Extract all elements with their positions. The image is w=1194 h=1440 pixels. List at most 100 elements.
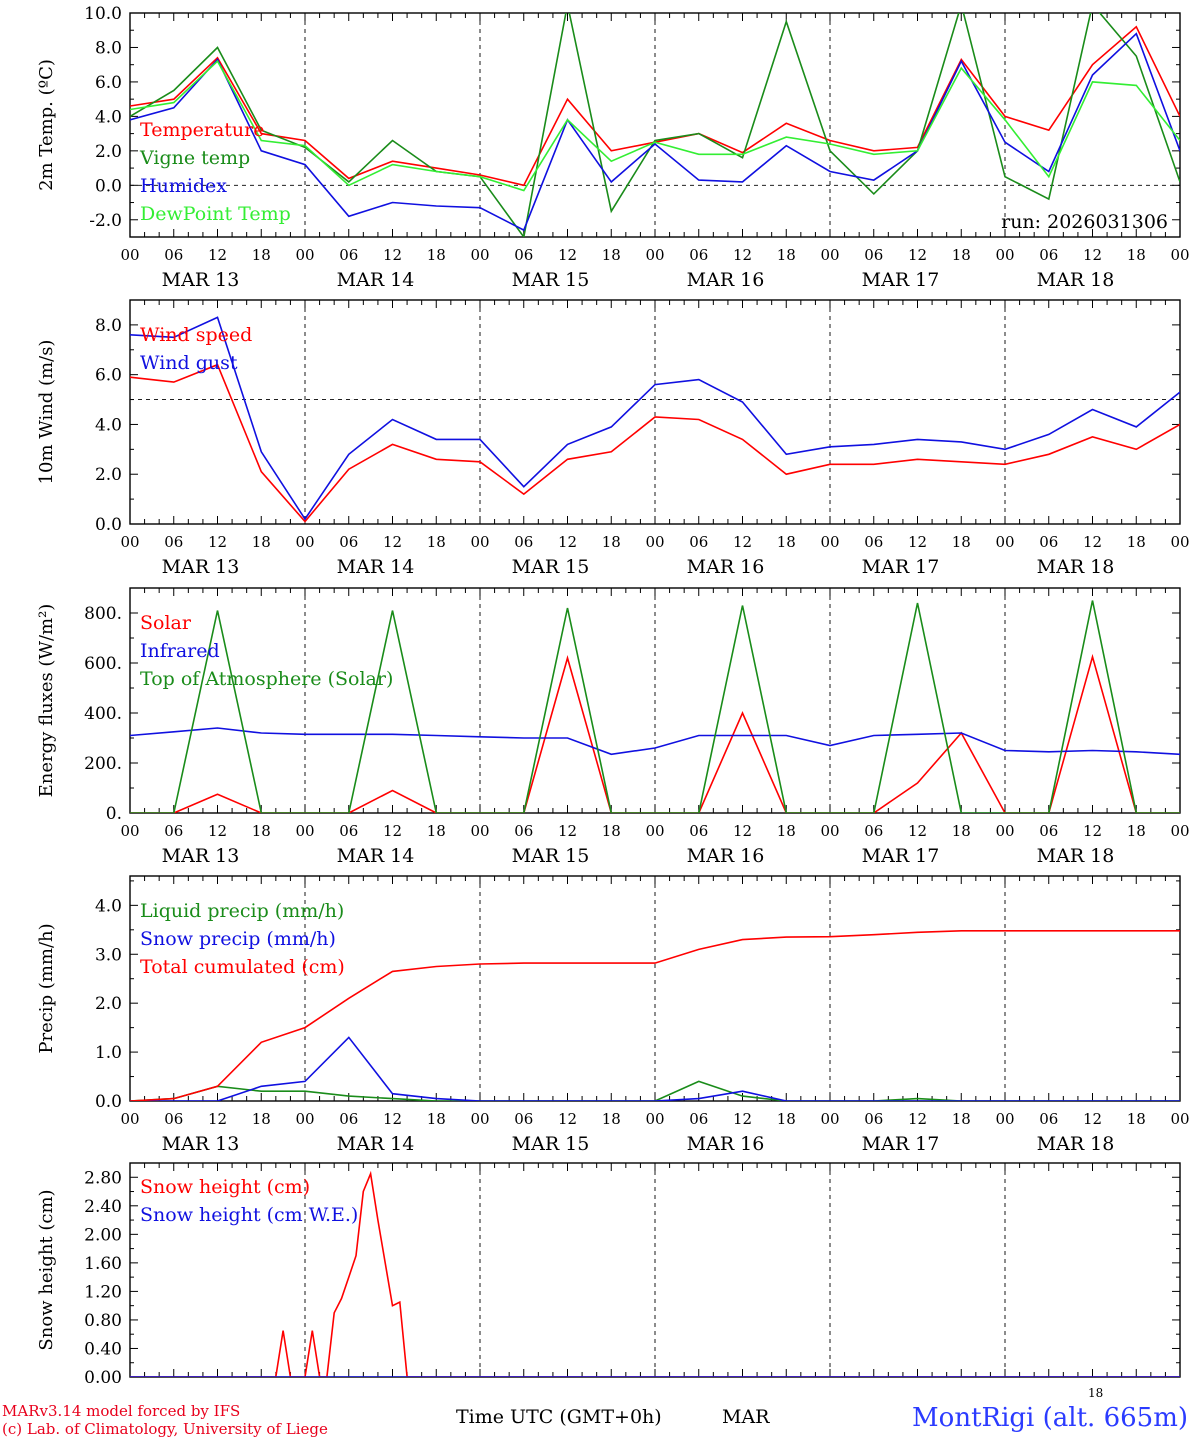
x-tick-label: 12 <box>908 1110 927 1128</box>
y-tick-label: 8.0 <box>95 38 122 58</box>
y-tick-label: 200. <box>84 754 122 774</box>
day-label: MAR 14 <box>337 1133 415 1155</box>
series-line-infrared <box>130 727 1180 756</box>
x-tick-label: 06 <box>864 533 883 551</box>
y-tick-label: 6.0 <box>95 366 122 386</box>
x-tick-label: 18 <box>777 1110 796 1128</box>
y-tick-label: 4.0 <box>95 896 122 916</box>
day-label: MAR 18 <box>1037 845 1115 867</box>
y-tick-label: 4.0 <box>95 107 122 127</box>
x-tick-label: 00 <box>470 246 489 264</box>
x-tick-label: 12 <box>733 1110 752 1128</box>
day-label: MAR 18 <box>1037 1133 1115 1155</box>
x-tick-label: 00 <box>120 246 139 264</box>
day-label: MAR 15 <box>512 269 590 291</box>
series-line-temperature <box>130 25 1180 187</box>
x-tick-label: 00 <box>645 533 664 551</box>
model-credit: MARv3.14 model forced by IFS <box>2 1402 241 1420</box>
x-tick-label: 18 <box>427 1110 446 1128</box>
x-tick-label: 12 <box>558 246 577 264</box>
day-label: MAR 17 <box>862 556 940 578</box>
legend-entry: Snow height (cm W.E.) <box>140 1204 358 1226</box>
x-tick-label: 18 <box>602 246 621 264</box>
day-label: MAR 15 <box>512 845 590 867</box>
series-line-wind-speed <box>130 363 1180 523</box>
day-label: MAR 15 <box>512 1133 590 1155</box>
x-tick-label: 18 <box>252 822 271 840</box>
series-line-dewpoint-temp <box>130 59 1180 192</box>
y-tick-label: 0.0 <box>95 1092 122 1112</box>
x-tick-label: 18 <box>1127 1110 1146 1128</box>
y-tick-label: 1.0 <box>95 1043 122 1063</box>
x-tick-label: 00 <box>1170 822 1189 840</box>
run-label: run: 2026031306 <box>1001 211 1168 233</box>
legend-entry: Humidex <box>140 175 227 197</box>
day-label: MAR 17 <box>862 269 940 291</box>
panel-5: 0.00 0.40 0.80 1.20 1.60 2.00 2.40 2.80 Snow hei… <box>36 1162 1181 1388</box>
x-tick-label: 12 <box>1083 1110 1102 1128</box>
x-tick-label: 00 <box>470 822 489 840</box>
x-tick-label: 00 <box>295 1110 314 1128</box>
x-tick-label: 00 <box>995 533 1014 551</box>
x-tick-label: 06 <box>864 822 883 840</box>
x-tick-label: 18 <box>777 822 796 840</box>
y-axis-label: 10m Wind (m/s) <box>36 340 57 485</box>
legend-entry: DewPoint Temp <box>140 203 291 225</box>
x-tick-label: 06 <box>339 822 358 840</box>
x-tick-label: 00 <box>120 822 139 840</box>
day-label: MAR 13 <box>162 1133 240 1155</box>
series-line-wind-gust <box>130 316 1180 521</box>
x-tick-label: 06 <box>164 533 183 551</box>
day-label: MAR 17 <box>862 845 940 867</box>
x-tick-label: 12 <box>208 1110 227 1128</box>
y-tick-label: 8.0 <box>95 316 122 336</box>
x-tick-label: 06 <box>1039 246 1058 264</box>
legend-entry: Snow precip (mm/h) <box>140 928 336 950</box>
y-tick-label: 3.0 <box>95 945 122 965</box>
x-tick-label: 12 <box>383 1110 402 1128</box>
x-tick-label: 06 <box>689 1110 708 1128</box>
legend-entry: Wind gust <box>140 352 238 374</box>
x-tick-label: 06 <box>514 533 533 551</box>
legend-entry: Snow height (cm) <box>140 1176 310 1198</box>
x-tick-label: 12 <box>1083 246 1102 264</box>
x-tick-label: 12 <box>383 533 402 551</box>
x-tick-label: 12 <box>558 1110 577 1128</box>
time-axis-label: Time UTC (GMT+0h) <box>456 1406 662 1428</box>
x-tick-label: 18 <box>952 822 971 840</box>
series-line-snow-height-cm- <box>130 1170 1180 1377</box>
x-tick-label: 00 <box>995 246 1014 264</box>
legend-entry: Vigne temp <box>139 147 250 169</box>
legend-entry: Wind speed <box>140 324 252 346</box>
x-tick-label: 12 <box>208 246 227 264</box>
y-tick-label: 2.0 <box>95 994 122 1014</box>
x-tick-label: 06 <box>689 533 708 551</box>
day-label: MAR 13 <box>162 269 240 291</box>
x-tick-label: 18 <box>952 533 971 551</box>
x-tick-label: 00 <box>820 246 839 264</box>
day-label: MAR 14 <box>337 269 415 291</box>
x-tick-label: 06 <box>689 822 708 840</box>
x-tick-label: 06 <box>514 1110 533 1128</box>
x-tick-label: 00 <box>120 1110 139 1128</box>
x-tick-label: 00 <box>470 1110 489 1128</box>
x-tick-label: 00 <box>1170 246 1189 264</box>
panel-2: 0.0 2.0 4.0 6.0 8.0 10m Wind (m/s) 00 06 12 18 00 0… <box>36 299 1190 578</box>
y-tick-label: 400. <box>84 704 122 724</box>
legend-entry: Solar <box>140 612 192 634</box>
month-label: MAR <box>722 1406 770 1428</box>
x-tick-label: 06 <box>864 1110 883 1128</box>
x-tick-label: 06 <box>339 533 358 551</box>
x-tick-label: 18 <box>427 822 446 840</box>
x-tick-label: 06 <box>514 822 533 840</box>
x-tick-label: 12 <box>733 822 752 840</box>
x-tick-label: 12 <box>208 822 227 840</box>
x-tick-label: 12 <box>908 822 927 840</box>
x-tick-label: 12 <box>208 533 227 551</box>
x-tick-label: 12 <box>558 533 577 551</box>
y-tick-label: 2.0 <box>95 465 122 485</box>
series-line-snow-precip-mm-h- <box>130 1036 1180 1101</box>
x-tick-label: 00 <box>645 1110 664 1128</box>
series-line-humidex <box>130 32 1180 232</box>
legend-entry: Total cumulated (cm) <box>140 956 345 978</box>
